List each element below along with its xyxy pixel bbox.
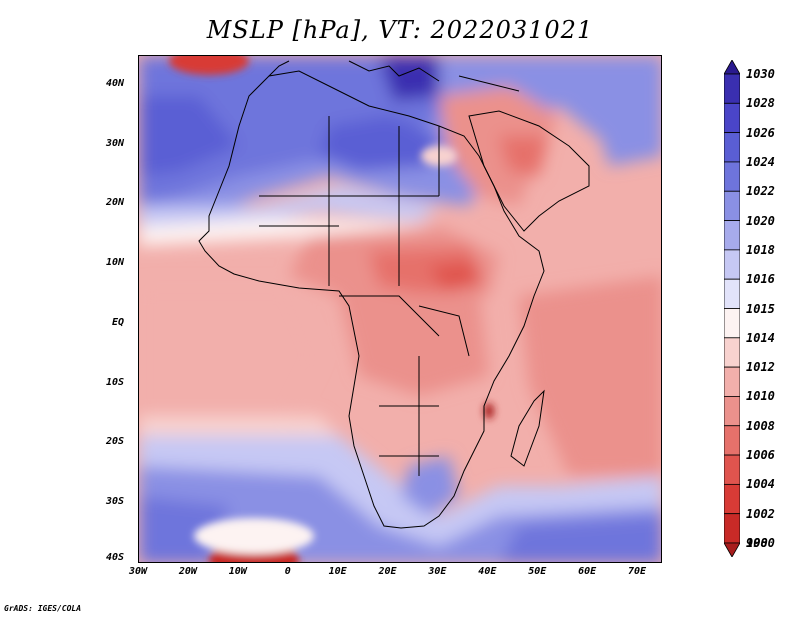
pressure-cores <box>169 56 494 562</box>
colorbar-label: 1000 <box>746 536 775 550</box>
x-tick-label: 10W <box>228 566 247 577</box>
colorbar-label: 1030 <box>746 67 775 81</box>
colorbar-swatch <box>724 483 740 515</box>
x-tick-label: 30E <box>428 566 447 577</box>
colorbar-swatch <box>724 161 740 192</box>
y-tick-label: 40S <box>105 552 124 563</box>
x-tick-label: 60E <box>578 566 597 577</box>
colorbar-swatch <box>724 190 740 221</box>
colorbar-label: 1014 <box>746 330 775 345</box>
colorbar-swatch <box>724 425 740 456</box>
country-borders <box>259 116 470 476</box>
colorbar-label: 1028 <box>746 96 775 111</box>
colorbar-swatch <box>724 366 740 397</box>
colorbar-label: 1016 <box>746 272 775 287</box>
y-tick-label: 20N <box>105 197 124 209</box>
colorbar-label: 1004 <box>746 477 775 492</box>
x-tick-label: 30W <box>128 566 148 577</box>
colorbar-swatch <box>724 278 740 309</box>
arabia-outline <box>468 110 590 232</box>
colorbar-label: 1022 <box>746 184 775 199</box>
colorbar <box>724 60 740 557</box>
x-tick-label: 20W <box>178 566 197 577</box>
colorbar-label: 1010 <box>746 389 775 404</box>
map-title: MSLP [hPa], VT: 2022031021 <box>206 16 594 44</box>
colorbar-swatch <box>724 132 740 163</box>
colorbar-swatch <box>724 249 740 280</box>
credit-label: GrADS: IGES/COLA <box>4 604 82 613</box>
colorbar-label: 1015 <box>746 301 775 316</box>
colorbar-label: 1008 <box>746 418 775 433</box>
colorbar-swatch <box>724 513 740 544</box>
mslp-field <box>139 56 661 562</box>
mslp-map <box>138 55 662 563</box>
colorbar-swatch <box>724 454 740 485</box>
colorbar-label: 1002 <box>746 506 775 521</box>
x-tick-label: 10E <box>328 566 347 577</box>
colorbar-swatch <box>724 102 740 134</box>
colorbar-swatch <box>724 337 740 368</box>
y-tick-label: 30N <box>105 137 124 149</box>
y-tick-label: 10S <box>105 376 124 388</box>
y-tick-label: EQ <box>111 316 124 328</box>
x-tick-label: 0 <box>284 566 291 577</box>
colorbar-label: 1020 <box>746 213 775 228</box>
y-tick-label: 10N <box>105 257 124 269</box>
colorbar-swatch <box>724 308 740 339</box>
colorbar-label: 1018 <box>746 242 775 257</box>
colorbar-label: 998 <box>746 536 768 550</box>
colorbar-label: 1012 <box>746 360 775 375</box>
colorbar-swatch <box>724 73 740 104</box>
colorbar-label: 1024 <box>746 154 775 169</box>
y-tick-label: 20S <box>105 436 124 448</box>
colorbar-top-arrow <box>724 60 740 75</box>
colorbar-label: 1026 <box>746 125 775 140</box>
coastlines <box>198 60 590 529</box>
madagascar-outline <box>510 389 545 467</box>
y-tick-label: 40N <box>105 77 124 89</box>
colorbar-swatch <box>724 220 740 251</box>
x-tick-label: 40E <box>478 566 497 577</box>
x-tick-label: 20E <box>378 566 397 577</box>
europe-coast <box>268 60 520 92</box>
x-tick-label: 70E <box>628 566 647 577</box>
colorbar-swatch <box>724 396 740 427</box>
y-tick-label: 30S <box>105 496 124 508</box>
colorbar-bottom-arrow <box>724 542 740 557</box>
colorbar-label: 1006 <box>746 448 775 463</box>
africa-coastline <box>198 70 545 529</box>
x-tick-label: 50E <box>528 566 547 577</box>
